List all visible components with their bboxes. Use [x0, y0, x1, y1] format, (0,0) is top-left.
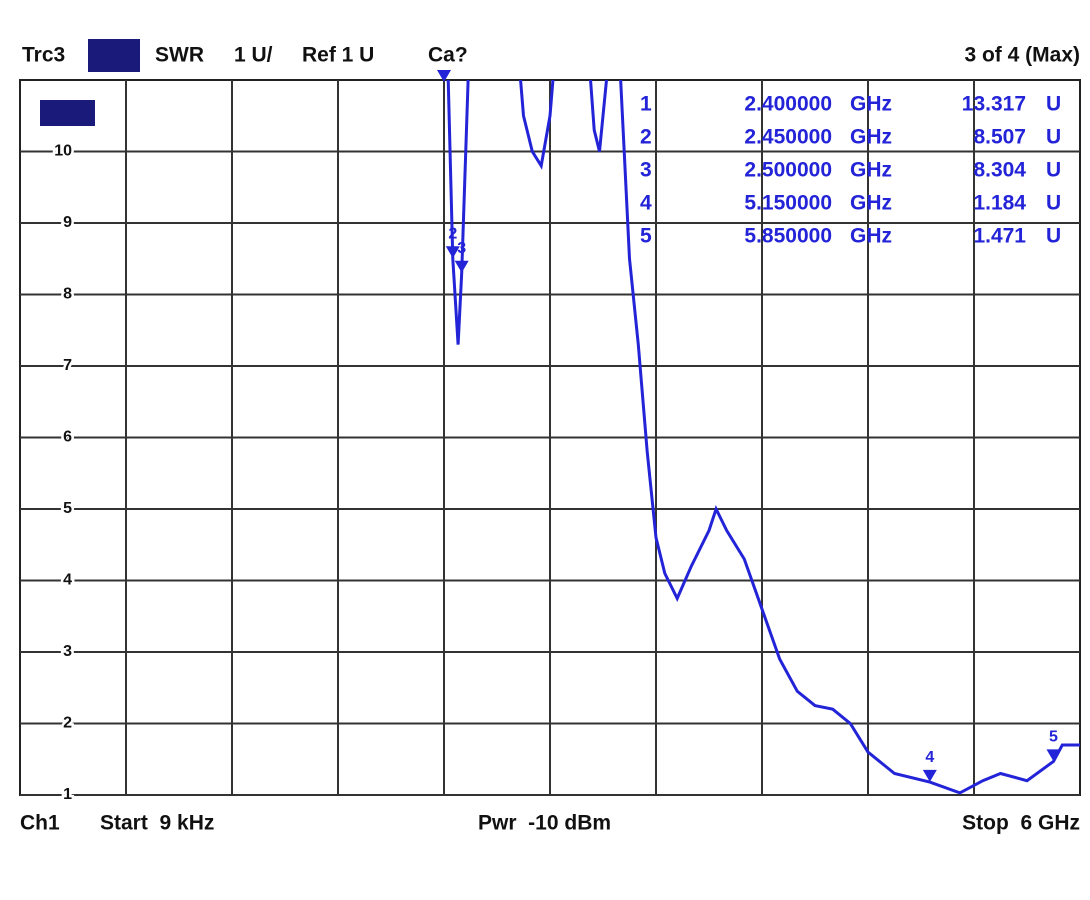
y-tick-label: 10 — [54, 143, 72, 160]
marker-number: 1 — [640, 93, 652, 116]
marker-triangle — [445, 246, 460, 259]
marker-frequency-unit: GHz — [850, 126, 892, 149]
marker-frequency: 5.850000 — [744, 225, 832, 248]
channel-label: Ch1 — [20, 812, 60, 835]
marker-value: 8.304 — [973, 159, 1026, 182]
swr-trace — [446, 80, 1080, 795]
marker-frequency-unit: GHz — [850, 93, 892, 116]
marker-value-unit: U — [1046, 126, 1061, 149]
marker-frequency-unit: GHz — [850, 225, 892, 248]
y-tick-label: 7 — [63, 357, 72, 374]
page-label: 3 of 4 (Max) — [964, 44, 1080, 67]
marker-triangle — [454, 260, 469, 273]
trace-indicator — [40, 100, 95, 126]
marker-frequency-unit: GHz — [850, 192, 892, 215]
marker-value: 8.507 — [973, 126, 1026, 149]
marker-number: 5 — [640, 225, 652, 248]
reference-label: Ref 1 U — [302, 44, 374, 67]
marker-value: 13.317 — [962, 93, 1026, 116]
marker-frequency-unit: GHz — [850, 159, 892, 182]
trace-badge — [88, 39, 140, 72]
marker-value: 1.471 — [973, 225, 1026, 248]
y-tick-label: 3 — [63, 643, 72, 660]
marker-triangle — [436, 70, 451, 82]
marker-value: 1.184 — [973, 192, 1026, 215]
marker-frequency: 2.500000 — [744, 159, 832, 182]
y-tick-label: 6 — [63, 429, 72, 446]
marker-frequency: 2.450000 — [744, 126, 832, 149]
y-tick-label: 4 — [63, 572, 72, 589]
y-tick-label: 2 — [63, 715, 72, 732]
y-tick-label: 1 — [63, 786, 72, 803]
marker-number: 3 — [640, 159, 652, 182]
marker-triangle — [922, 769, 937, 782]
marker-value-unit: U — [1046, 225, 1061, 248]
marker-frequency: 2.400000 — [744, 93, 832, 116]
y-tick-label: 5 — [63, 500, 72, 517]
marker-value-unit: U — [1046, 93, 1061, 116]
marker-value-unit: U — [1046, 192, 1061, 215]
marker-tag: 5 — [1049, 729, 1058, 746]
y-tick-label: 8 — [63, 286, 72, 303]
calibration-label: Ca? — [428, 44, 468, 67]
stop-label: Stop 6 GHz — [962, 812, 1080, 835]
marker-number: 2 — [640, 126, 652, 149]
y-tick-label: 9 — [63, 214, 72, 231]
marker-triangle — [1046, 749, 1061, 762]
marker-number: 4 — [640, 192, 652, 215]
marker-value-unit: U — [1046, 159, 1061, 182]
power-label: Pwr -10 dBm — [478, 812, 611, 835]
scale-label: 1 U/ — [234, 44, 273, 67]
trace-label: Trc3 — [22, 44, 65, 67]
plot-area — [446, 80, 1080, 795]
marker-tag: 3 — [457, 240, 466, 257]
marker-tag: 2 — [448, 225, 457, 242]
start-label: Start 9 kHz — [100, 812, 214, 835]
marker-tag: 4 — [925, 749, 934, 766]
marker-frequency: 5.150000 — [744, 192, 832, 215]
format-label: SWR — [155, 44, 204, 67]
